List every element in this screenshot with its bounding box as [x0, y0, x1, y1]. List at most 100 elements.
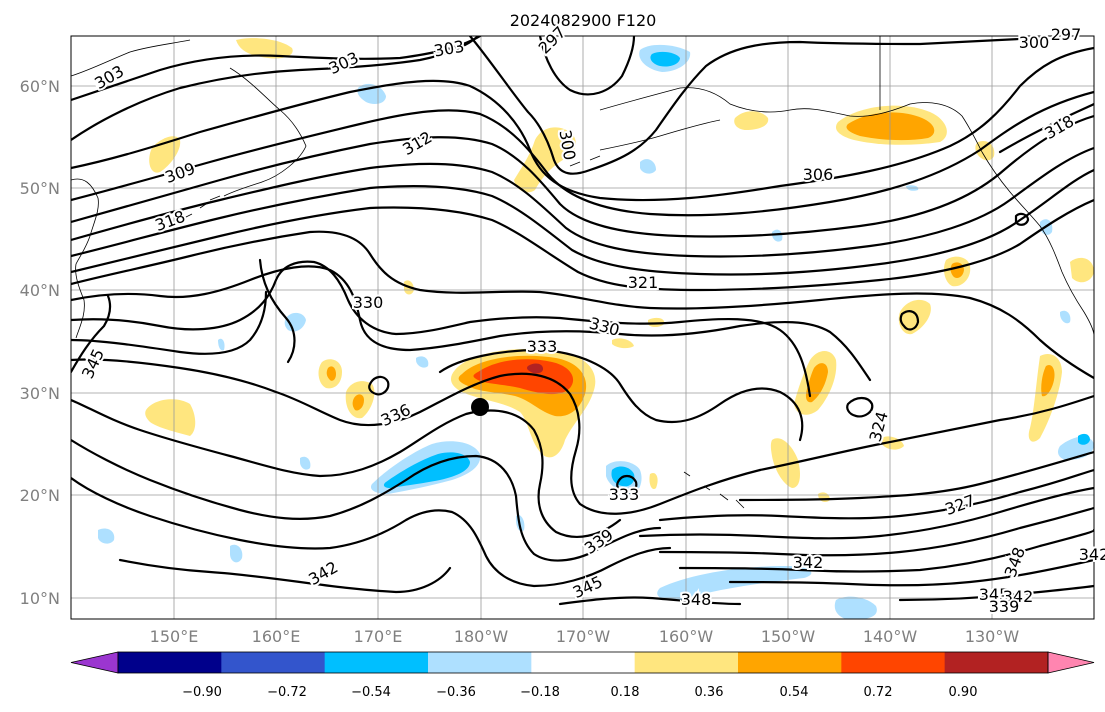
contour-348b	[558, 596, 742, 606]
contour-330b	[258, 258, 296, 364]
positive-anomaly-patch	[236, 38, 293, 59]
contour-label: 300	[1019, 33, 1050, 52]
lon-label: 170°W	[556, 627, 611, 646]
figure-title: 2024082900 F120	[510, 11, 657, 30]
anomaly-shading	[98, 38, 1094, 619]
contour-303a	[71, 36, 482, 102]
colorbar-swatch	[738, 652, 842, 673]
contour-330a	[71, 260, 812, 398]
positive-anomaly-patch	[734, 111, 769, 130]
positive-anomaly-patch	[975, 140, 995, 161]
contour-label: 333	[527, 337, 558, 356]
colorbar-tick-label: 0.18	[611, 685, 640, 700]
positive-anomaly-orange-patch	[326, 366, 336, 381]
contour-label: 297	[1051, 25, 1082, 44]
contour-label: 348	[681, 590, 712, 609]
negative-anomaly-lightblue-patch	[834, 596, 877, 619]
lat-label: 50°N	[20, 179, 60, 198]
lon-label: 170°E	[354, 627, 403, 646]
contour-297	[538, 36, 636, 96]
contour-closed-2	[616, 474, 638, 494]
contour-label: 333	[609, 485, 640, 504]
contour-327a	[71, 265, 872, 382]
contour-348a	[118, 558, 452, 594]
lat-label: 60°N	[20, 77, 60, 96]
lat-label: 40°N	[20, 281, 60, 300]
lon-label: 150°E	[150, 627, 199, 646]
contour-333b	[438, 348, 804, 442]
colorbar-swatch	[221, 652, 326, 673]
hawaii-islands	[683, 471, 745, 509]
colorbar-tick-label: −0.54	[351, 685, 391, 700]
positive-anomaly-patch	[770, 438, 800, 488]
negative-anomaly-blue-patch	[1078, 433, 1090, 445]
positive-anomaly-patch	[1070, 257, 1094, 283]
contour-closed-1	[368, 375, 390, 396]
contour-closed-3	[846, 396, 874, 418]
colorbar-swatch	[118, 652, 222, 673]
latitude-labels: 60°N 50°N 40°N 30°N 20°N 10°N	[20, 77, 60, 608]
colorbar-swatch	[324, 652, 429, 673]
colorbar-tick-label: 0.54	[780, 685, 809, 700]
colorbar-tick-label: −0.90	[182, 685, 222, 700]
colorbar-tick-label: 0.36	[695, 685, 724, 700]
lon-label: 160°W	[659, 627, 714, 646]
contour-lines	[71, 36, 1094, 606]
colorbar-tick-label: 0.72	[864, 685, 893, 700]
contour-303b	[71, 36, 480, 142]
contour-321	[71, 198, 1094, 292]
lon-label: 130°W	[965, 627, 1020, 646]
contour-label: 306	[803, 165, 834, 184]
negative-anomaly-lightblue-patch	[218, 338, 225, 351]
contour-label: 339	[989, 597, 1020, 616]
colorbar-swatch	[531, 652, 636, 673]
colorbar-tick-labels: −0.90 −0.72 −0.54 −0.36 −0.18 0.18 0.36 …	[182, 685, 977, 700]
positive-anomaly-darkred-central	[527, 363, 544, 374]
contour-closed-4	[899, 310, 920, 331]
contour-label: 345	[979, 585, 1010, 604]
storm-center-dot	[471, 398, 489, 416]
colorbar-extend-max	[1047, 651, 1095, 674]
negative-anomaly-lightblue-patch	[416, 356, 429, 368]
contour-label: 330	[353, 293, 384, 312]
contour-312	[71, 114, 1094, 238]
aleutian-chain	[569, 119, 721, 167]
colorbar-tick-label: −0.36	[436, 685, 476, 700]
contour-345c	[71, 294, 112, 374]
contour-345a	[71, 476, 672, 588]
contour-336	[71, 358, 762, 515]
contour-318	[71, 168, 1094, 276]
contour-label: 342	[793, 553, 824, 572]
contour-345b	[898, 584, 1094, 602]
alaska-coast	[599, 87, 983, 153]
contour-315	[71, 146, 1094, 258]
negative-anomaly-lightblue-patch	[1060, 310, 1071, 324]
contour-333a	[71, 290, 268, 355]
negative-anomaly-lightblue-patch	[284, 312, 306, 332]
positive-anomaly-patch	[145, 399, 196, 436]
contour-label: 321	[628, 273, 659, 292]
positive-anomaly-orange-patch	[1041, 364, 1055, 397]
negative-anomaly-lightblue-patch	[657, 566, 812, 601]
contour-342b	[728, 558, 1094, 587]
positive-anomaly-patch	[612, 338, 634, 349]
colorbar-swatch	[428, 652, 532, 673]
contour-339	[71, 398, 622, 538]
lon-label: 160°E	[252, 627, 301, 646]
contour-label: 342	[1003, 587, 1034, 606]
contour-closed-5	[1014, 212, 1030, 226]
coastlines	[71, 36, 1094, 509]
lon-label: 180°W	[454, 627, 509, 646]
negative-anomaly-lightblue-patch	[98, 528, 115, 544]
contour-309	[71, 90, 1094, 217]
map-frame	[70, 35, 1095, 620]
siberia-coast	[71, 39, 191, 77]
lon-label: 150°W	[761, 627, 816, 646]
negative-anomaly-blue-patch	[650, 51, 680, 67]
kamchatka-coast	[223, 67, 307, 197]
negative-anomaly-lightblue-patch	[230, 544, 243, 563]
colorbar-swatch	[841, 652, 946, 673]
north-america-coast	[981, 151, 1094, 337]
negative-anomaly-lightblue-patch	[300, 456, 311, 470]
